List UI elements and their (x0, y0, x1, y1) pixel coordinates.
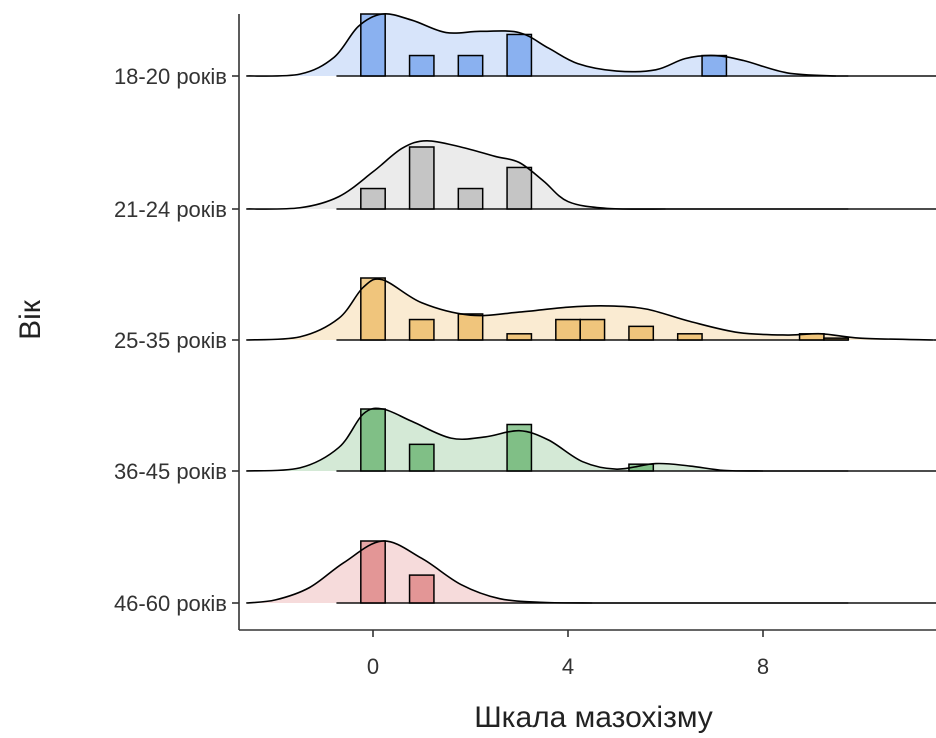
histogram-bar (360, 277, 386, 341)
histogram-bar (506, 33, 533, 77)
x-tick-label: 4 (562, 654, 574, 679)
histogram-bar (676, 333, 703, 341)
histogram-bar (360, 187, 386, 210)
histogram-bar (506, 166, 533, 210)
y-tick-label: 18-20 років (114, 64, 227, 89)
histogram-bar (628, 325, 655, 341)
x-ticks: 0 4 8 (367, 630, 769, 679)
histogram-bar (457, 313, 484, 341)
y-ticks: 18-20 років 21-24 років 25-35 років 36-45 р… (114, 64, 239, 616)
histogram-bar (360, 540, 386, 604)
density-curve (246, 407, 764, 472)
density-curve (246, 540, 593, 604)
y-tick-label: 25-35 років (114, 328, 227, 353)
x-tick-label: 8 (757, 654, 769, 679)
density-fill (246, 13, 837, 77)
histogram-bar (579, 318, 606, 341)
density-curve (246, 139, 666, 210)
ridge-18-20 (246, 13, 936, 77)
x-tick-label: 0 (367, 654, 379, 679)
density-fill (246, 140, 666, 210)
y-axis-title: Вік (14, 299, 47, 340)
histogram-bar (457, 54, 484, 77)
density-curve (246, 13, 837, 77)
histogram-bar (408, 443, 435, 472)
axes: 18-20 років 21-24 років 25-35 років 36-45 р… (114, 14, 936, 679)
ridge-46-60 (246, 540, 936, 604)
y-tick-label: 46-60 років (114, 591, 227, 616)
ridge-36-45 (246, 407, 936, 472)
histogram-bar (701, 54, 728, 77)
histogram-bar (360, 408, 386, 472)
histogram-bar (408, 318, 435, 341)
histogram-bar (408, 146, 435, 210)
histogram-bar (457, 187, 484, 210)
histogram-bar (408, 54, 435, 77)
y-tick-label: 21-24 років (114, 197, 227, 222)
density-curve (246, 278, 934, 341)
histogram-bar (506, 333, 533, 341)
histogram-bar (555, 318, 581, 341)
ridges (246, 13, 936, 604)
ridge-21-24 (246, 139, 936, 210)
x-axis-title: Шкала мазохізму (474, 701, 713, 734)
density-fill (246, 540, 593, 603)
ridge-25-35 (246, 277, 936, 341)
density-fill (246, 408, 763, 471)
histogram-bar (823, 337, 850, 341)
histogram-bar (360, 13, 386, 77)
y-tick-label: 36-45 років (114, 459, 227, 484)
histogram-bar (408, 574, 435, 604)
